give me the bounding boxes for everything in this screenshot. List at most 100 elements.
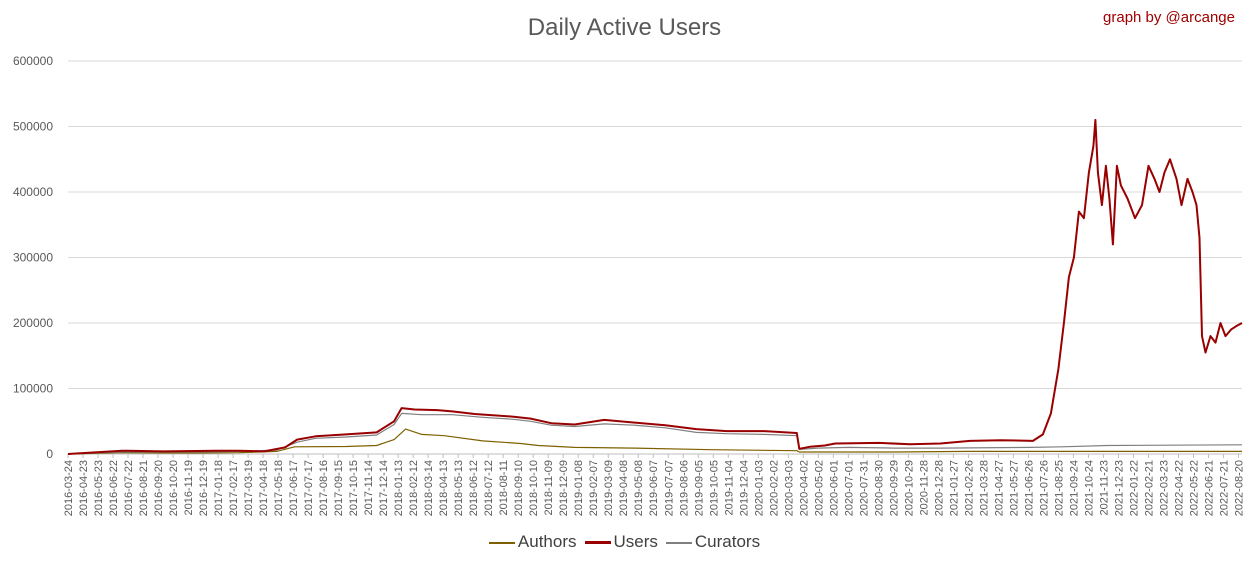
- x-tick-label: 2020-08-30: [873, 460, 885, 516]
- legend-item-authors: Authors: [488, 532, 577, 552]
- x-tick-label: 2022-08-20: [1233, 460, 1245, 516]
- x-tick-label: 2016-11-19: [183, 460, 195, 515]
- x-tick-label: 2021-01-27: [948, 460, 960, 516]
- x-tick-label: 2020-02-02: [768, 460, 780, 516]
- x-tick-label: 2020-12-28: [933, 460, 945, 516]
- x-tick-label: 2022-02-21: [1143, 460, 1155, 516]
- x-tick-label: 2018-05-13: [453, 460, 465, 516]
- x-tick-label: 2019-06-07: [648, 460, 660, 516]
- legend: Authors Users Curators: [0, 532, 1249, 552]
- x-tick-label: 2021-11-23: [1098, 460, 1110, 515]
- x-tick-label: 2016-05-23: [93, 460, 105, 516]
- x-tick-label: 2021-04-27: [993, 460, 1005, 516]
- y-tick-label: 600000: [13, 54, 53, 68]
- y-tick-label: 100000: [13, 382, 53, 396]
- x-tick-label: 2019-05-08: [633, 460, 645, 516]
- x-tick-label: 2018-03-14: [423, 460, 435, 516]
- series-lines: [67, 118, 1243, 455]
- legend-label: Curators: [694, 532, 761, 551]
- y-axis-ticks: 0 100000 200000 300000 400000 500000 600000: [13, 54, 53, 461]
- x-tick-label: 2017-06-17: [288, 460, 300, 516]
- x-axis-ticks: 2016-03-24 2016-04-23 2016-05-23 2016-06-22…: [63, 454, 1245, 516]
- series-line-users: [67, 118, 1243, 455]
- x-tick-label: 2022-04-22: [1173, 460, 1185, 516]
- legend-label: Users: [613, 532, 658, 551]
- x-tick-label: 2022-07-21: [1218, 460, 1230, 516]
- x-tick-label: 2016-03-24: [63, 460, 75, 516]
- x-tick-label: 2022-01-22: [1128, 460, 1140, 516]
- x-tick-label: 2019-07-07: [663, 460, 675, 516]
- x-tick-label: 2017-05-18: [273, 460, 285, 516]
- series-line-curators: [67, 412, 1243, 455]
- x-tick-label: 2016-09-20: [153, 460, 165, 516]
- x-tick-label: 2019-03-09: [603, 460, 615, 516]
- x-tick-label: 2021-02-26: [963, 460, 975, 516]
- x-tick-label: 2021-08-25: [1053, 460, 1065, 516]
- x-tick-label: 2018-04-13: [438, 460, 450, 516]
- x-tick-label: 2017-11-14: [363, 460, 375, 515]
- x-tick-label: 2018-06-12: [468, 460, 480, 516]
- x-tick-label: 2019-01-08: [573, 460, 585, 516]
- x-tick-label: 2021-03-28: [978, 460, 990, 516]
- x-tick-label: 2017-04-18: [258, 460, 270, 516]
- x-tick-label: 2020-10-29: [903, 460, 915, 516]
- y-tick-label: 0: [46, 447, 53, 461]
- x-tick-label: 2018-12-09: [558, 460, 570, 516]
- x-tick-label: 2018-11-09: [543, 460, 555, 515]
- x-tick-label: 2017-07-17: [303, 460, 315, 516]
- x-tick-label: 2021-07-26: [1038, 460, 1050, 516]
- y-tick-label: 400000: [13, 185, 53, 199]
- x-tick-label: 2016-10-20: [168, 460, 180, 516]
- legend-item-curators: Curators: [665, 532, 761, 552]
- x-tick-label: 2020-04-02: [798, 460, 810, 516]
- x-tick-label: 2019-10-05: [708, 460, 720, 516]
- x-tick-label: 2018-01-13: [393, 460, 405, 516]
- x-tick-label: 2018-08-11: [498, 460, 510, 515]
- x-tick-label: 2021-12-23: [1113, 460, 1125, 516]
- x-tick-label: 2020-07-31: [858, 460, 870, 516]
- y-tick-label: 500000: [13, 120, 53, 134]
- x-tick-label: 2017-01-18: [213, 460, 225, 516]
- x-tick-label: 2017-09-15: [333, 460, 345, 516]
- x-tick-label: 2022-03-23: [1158, 460, 1170, 516]
- legend-swatch: [584, 541, 611, 545]
- x-tick-label: 2017-03-19: [243, 460, 255, 516]
- x-tick-label: 2021-10-24: [1083, 460, 1095, 516]
- x-tick-label: 2021-09-24: [1068, 460, 1080, 516]
- y-tick-label: 200000: [13, 316, 53, 330]
- x-tick-label: 2018-10-10: [528, 460, 540, 516]
- x-tick-label: 2020-11-28: [918, 460, 930, 515]
- x-tick-label: 2016-07-22: [123, 460, 135, 516]
- x-tick-label: 2021-05-27: [1008, 460, 1020, 516]
- y-tick-label: 300000: [13, 251, 53, 265]
- x-tick-label: 2022-05-22: [1188, 460, 1200, 516]
- x-tick-label: 2020-05-02: [813, 460, 825, 516]
- legend-label: Authors: [517, 532, 577, 551]
- x-tick-label: 2022-06-21: [1203, 460, 1215, 516]
- x-tick-label: 2017-08-16: [318, 460, 330, 516]
- x-tick-label: 2020-03-03: [783, 460, 795, 516]
- x-tick-label: 2019-04-08: [618, 460, 630, 516]
- x-tick-label: 2016-06-22: [108, 460, 120, 516]
- legend-swatch: [488, 541, 515, 544]
- x-tick-label: 2018-09-10: [513, 460, 525, 516]
- x-tick-label: 2020-07-01: [843, 460, 855, 516]
- x-tick-label: 2019-08-06: [678, 460, 690, 516]
- x-tick-label: 2020-01-03: [753, 460, 765, 516]
- legend-swatch: [665, 541, 692, 544]
- x-tick-label: 2017-12-14: [378, 460, 390, 516]
- chart-title: Daily Active Users: [527, 14, 722, 41]
- x-tick-label: 2017-10-15: [348, 460, 360, 516]
- x-tick-label: 2016-04-23: [78, 460, 90, 516]
- x-tick-label: 2016-12-19: [198, 460, 210, 516]
- x-tick-label: 2018-07-12: [483, 460, 495, 516]
- x-tick-label: 2020-09-29: [888, 460, 900, 516]
- x-tick-label: 2018-02-12: [408, 460, 420, 516]
- x-tick-label: 2016-08-21: [138, 460, 150, 516]
- legend-item-users: Users: [584, 532, 658, 552]
- x-tick-label: 2019-09-05: [693, 460, 705, 516]
- x-tick-label: 2020-06-01: [828, 460, 840, 516]
- grid-lines: [68, 60, 1242, 455]
- x-tick-label: 2021-06-26: [1023, 460, 1035, 516]
